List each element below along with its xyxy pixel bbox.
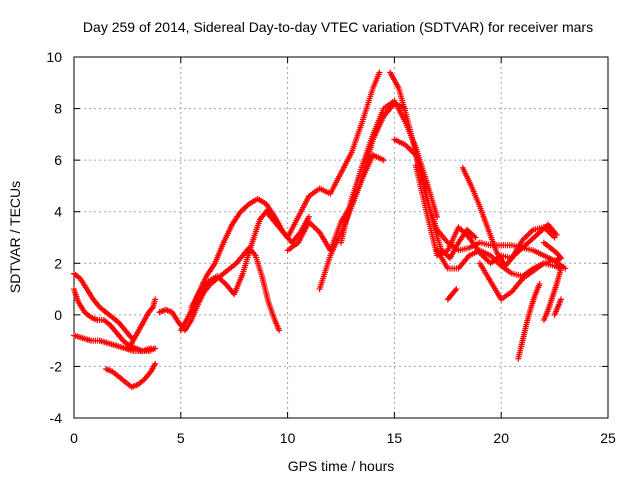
data-point-marker bbox=[536, 280, 543, 287]
axis-ticks: 0 5 10 15 20 25 -4 -2 0 2 4 6 8 10 bbox=[46, 49, 616, 446]
series-arc-12 bbox=[338, 97, 441, 246]
y-tick-label: -2 bbox=[50, 358, 63, 374]
y-tick-label: 10 bbox=[46, 49, 62, 65]
data-point-marker bbox=[376, 69, 383, 76]
x-tick-label: 25 bbox=[600, 430, 616, 446]
data-point-marker bbox=[558, 255, 565, 262]
y-tick-label: 2 bbox=[54, 255, 62, 271]
series-arc-20 bbox=[540, 265, 565, 324]
series-arc-17 bbox=[459, 164, 560, 269]
x-tick-label: 10 bbox=[280, 430, 296, 446]
y-tick-label: 6 bbox=[54, 152, 62, 168]
x-tick-label: 5 bbox=[177, 430, 185, 446]
y-tick-label: 4 bbox=[54, 204, 62, 220]
x-tick-label: 0 bbox=[70, 430, 78, 446]
data-point-marker bbox=[553, 231, 560, 238]
data-point-marker bbox=[556, 253, 563, 260]
plot-frame bbox=[73, 56, 609, 419]
data-point-marker bbox=[558, 296, 565, 303]
y-axis-label: SDTVAR / TECUs bbox=[7, 181, 23, 293]
y-tick-label: 0 bbox=[54, 307, 62, 323]
series-arc-21 bbox=[540, 239, 565, 262]
data-point-marker bbox=[152, 360, 159, 367]
x-axis-label: GPS time / hours bbox=[288, 458, 395, 474]
data-point-marker bbox=[276, 327, 283, 334]
series-arc-18 bbox=[476, 260, 565, 303]
data-point-marker bbox=[148, 305, 155, 312]
series-arc-9 bbox=[263, 69, 383, 241]
y-tick-label: -4 bbox=[50, 410, 63, 426]
data-point-marker bbox=[305, 213, 312, 220]
series-arc-19 bbox=[515, 280, 543, 362]
data-point-marker bbox=[453, 286, 460, 293]
chart-title: Day 259 of 2014, Sidereal Day-to-day VTE… bbox=[83, 19, 593, 35]
data-point-marker bbox=[152, 296, 159, 303]
data-point-marker bbox=[380, 157, 387, 164]
data-point-marker bbox=[472, 234, 479, 241]
x-tick-label: 15 bbox=[387, 430, 403, 446]
series-arc-5 bbox=[124, 296, 159, 352]
series-arc-6 bbox=[156, 244, 283, 334]
grid bbox=[74, 57, 608, 418]
series-arc-3 bbox=[71, 332, 154, 354]
y-tick-label: 8 bbox=[54, 101, 62, 117]
series-arc-22 bbox=[444, 286, 460, 303]
series-arc-4 bbox=[103, 360, 159, 391]
x-tick-label: 20 bbox=[493, 430, 509, 446]
data-point-marker bbox=[147, 345, 154, 352]
data-points bbox=[71, 69, 569, 391]
data-point-marker bbox=[558, 265, 565, 272]
series-arc-23 bbox=[551, 296, 565, 318]
data-point-marker bbox=[452, 287, 459, 294]
